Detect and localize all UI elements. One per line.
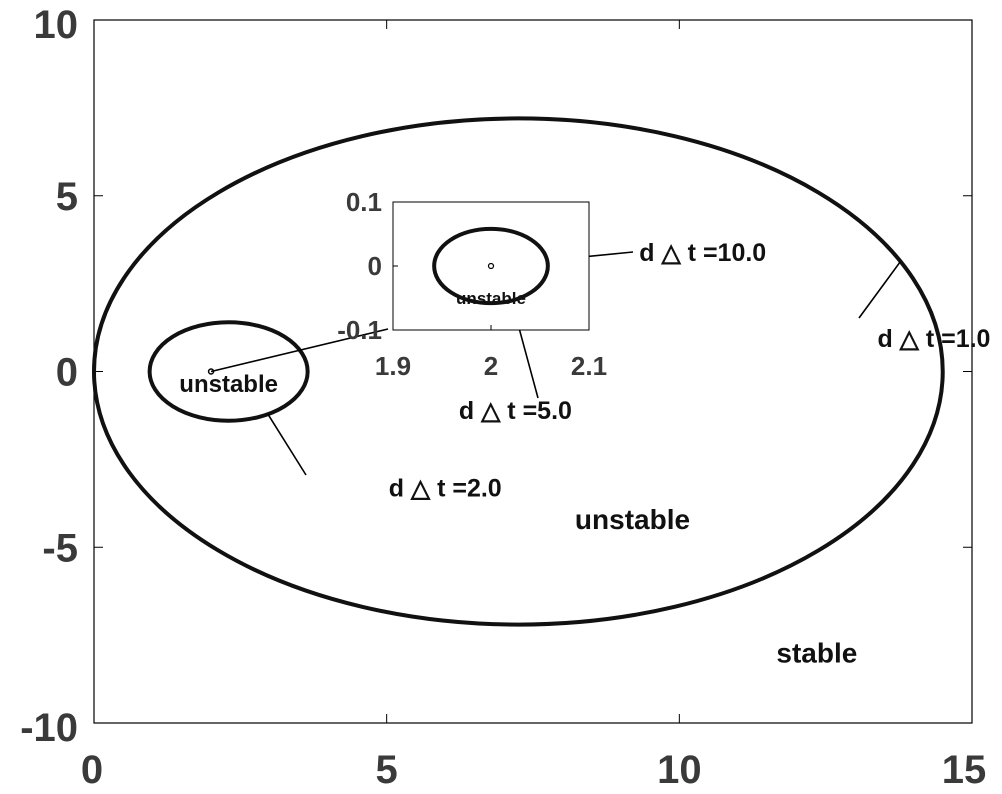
- annotation-dt-2: d △ t =2.0: [389, 474, 502, 502]
- region-label-unstable-small: unstable: [179, 371, 278, 398]
- y-tick-label: 10: [34, 3, 79, 47]
- x-tick-label: 0: [81, 748, 103, 792]
- region-label-unstable: unstable: [575, 504, 690, 535]
- inset-y-tick-label: 0: [368, 251, 382, 281]
- curve-dt-5: [432, 226, 550, 306]
- zoom-leader: [210, 328, 389, 373]
- leader-dt-2: [267, 413, 307, 476]
- inset-region-label-unstable: unstable: [456, 289, 526, 308]
- inset-y-tick-label: -0.1: [337, 315, 382, 345]
- inset-x-tick-label: 2: [484, 351, 498, 381]
- inset-y-tick-label: 0.1: [346, 187, 382, 217]
- curve-dt-2: [147, 320, 310, 423]
- main-tick-labels: 0 5 10 15 -10 -5 0 5 10: [20, 3, 986, 792]
- x-tick-label: 15: [942, 748, 987, 792]
- inset-plot: 1.9 2 2.1 -0.1 0 0.1 unstable: [337, 187, 607, 381]
- region-label-stable: stable: [776, 638, 857, 669]
- annotation-dt-5: d △ t =5.0: [459, 397, 572, 425]
- y-tick-label: 5: [56, 175, 78, 219]
- y-tick-label: 0: [56, 351, 78, 395]
- inset-x-tick-label: 1.9: [375, 351, 411, 381]
- x-tick-label: 5: [376, 748, 398, 792]
- curve-dt-1: [91, 116, 945, 627]
- annotation-dt-1: d △ t =1.0: [877, 325, 990, 353]
- x-tick-label: 10: [657, 748, 702, 792]
- annotation-labels: d △ t =1.0 d △ t =2.0 d △ t =5.0 d △ t =10.…: [389, 239, 991, 503]
- y-tick-label: -5: [42, 526, 78, 570]
- curve-dt-10: [487, 262, 495, 270]
- y-tick-label: -10: [20, 706, 78, 750]
- inset-tick-labels: 1.9 2 2.1 -0.1 0 0.1: [337, 187, 607, 381]
- annotation-dt-10: d △ t =10.0: [639, 239, 766, 267]
- inset-x-tick-label: 2.1: [571, 351, 607, 381]
- leader-dt-1: [858, 260, 902, 319]
- inset-axis-ticks: [392, 201, 590, 331]
